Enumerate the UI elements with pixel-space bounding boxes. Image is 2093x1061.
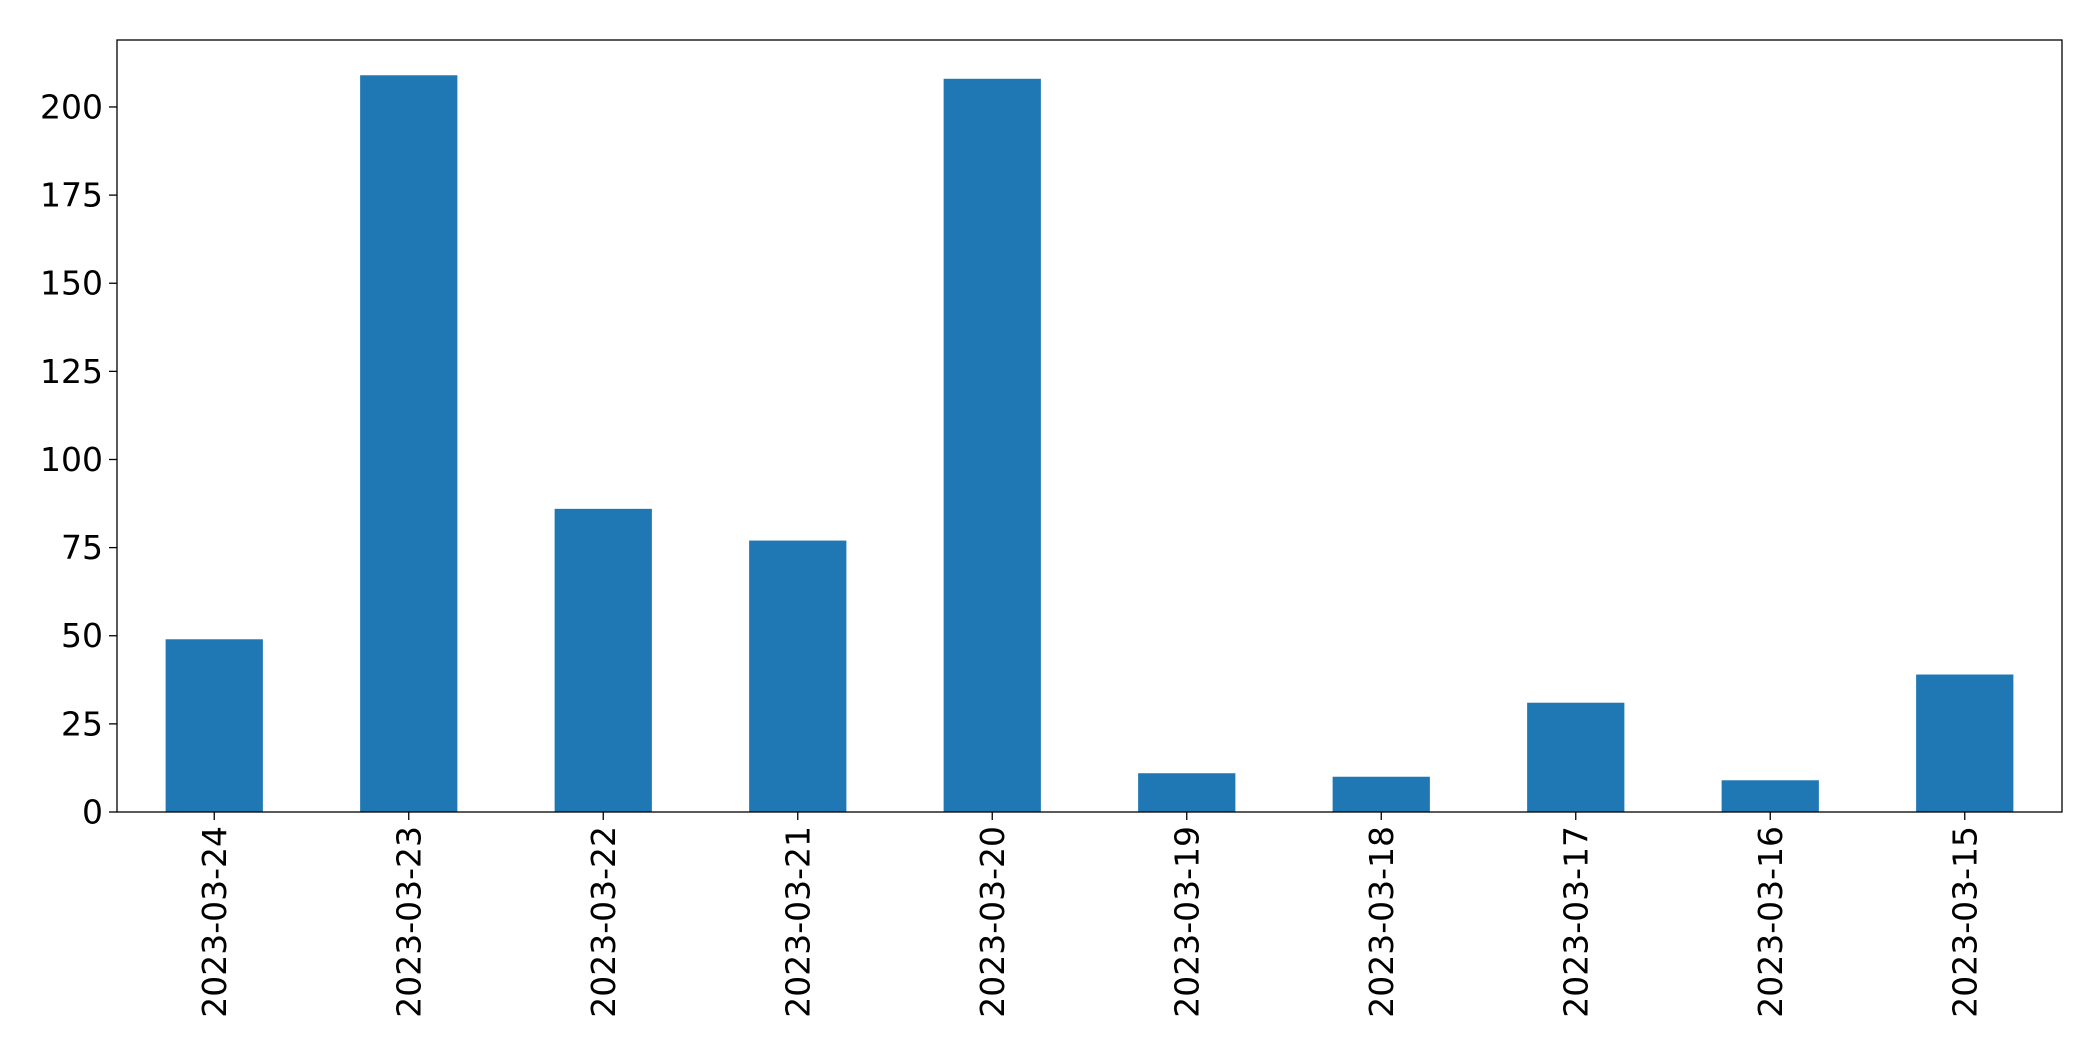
x-tick-label: 2023-03-17 [1556,826,1595,1018]
x-tick-label: 2023-03-18 [1362,826,1401,1018]
bars-group [165,75,2014,813]
x-tick-label: 2023-03-15 [1945,826,1984,1018]
bar-2023-03-17 [1527,702,1625,812]
bar-2023-03-22 [554,508,652,812]
x-tick-label: 2023-03-24 [195,826,234,1018]
y-tick-label: 75 [61,528,103,567]
bar-2023-03-21 [749,540,847,812]
bar-2023-03-20 [943,78,1041,813]
bar-2023-03-24 [165,639,263,812]
bar-2023-03-19 [1138,773,1236,812]
y-tick-label: 25 [61,704,103,743]
y-tick-label: 175 [40,176,103,215]
bar-2023-03-18 [1332,776,1430,812]
bar-2023-03-15 [1916,674,2014,812]
x-tick-label: 2023-03-21 [778,826,817,1018]
y-axis: 0 25 50 75 100 125 150 175 200 [40,87,117,832]
bar-2023-03-23 [360,75,458,812]
y-tick-label: 0 [82,793,103,832]
x-axis: 2023-03-24 2023-03-23 2023-03-22 2023-03-21… [195,812,1984,1018]
bar-2023-03-16 [1721,780,1819,812]
y-tick-label: 125 [40,352,103,391]
y-tick-label: 200 [40,87,103,126]
x-tick-label: 2023-03-16 [1751,826,1790,1018]
y-tick-label: 50 [61,616,103,655]
x-tick-label: 2023-03-20 [973,826,1012,1018]
x-tick-label: 2023-03-23 [389,826,428,1018]
plot-area-frame [116,39,2063,813]
y-tick-label: 100 [40,440,103,479]
y-tick-label: 150 [40,264,103,303]
x-tick-label: 2023-03-19 [1167,826,1206,1018]
x-tick-label: 2023-03-22 [584,826,623,1018]
